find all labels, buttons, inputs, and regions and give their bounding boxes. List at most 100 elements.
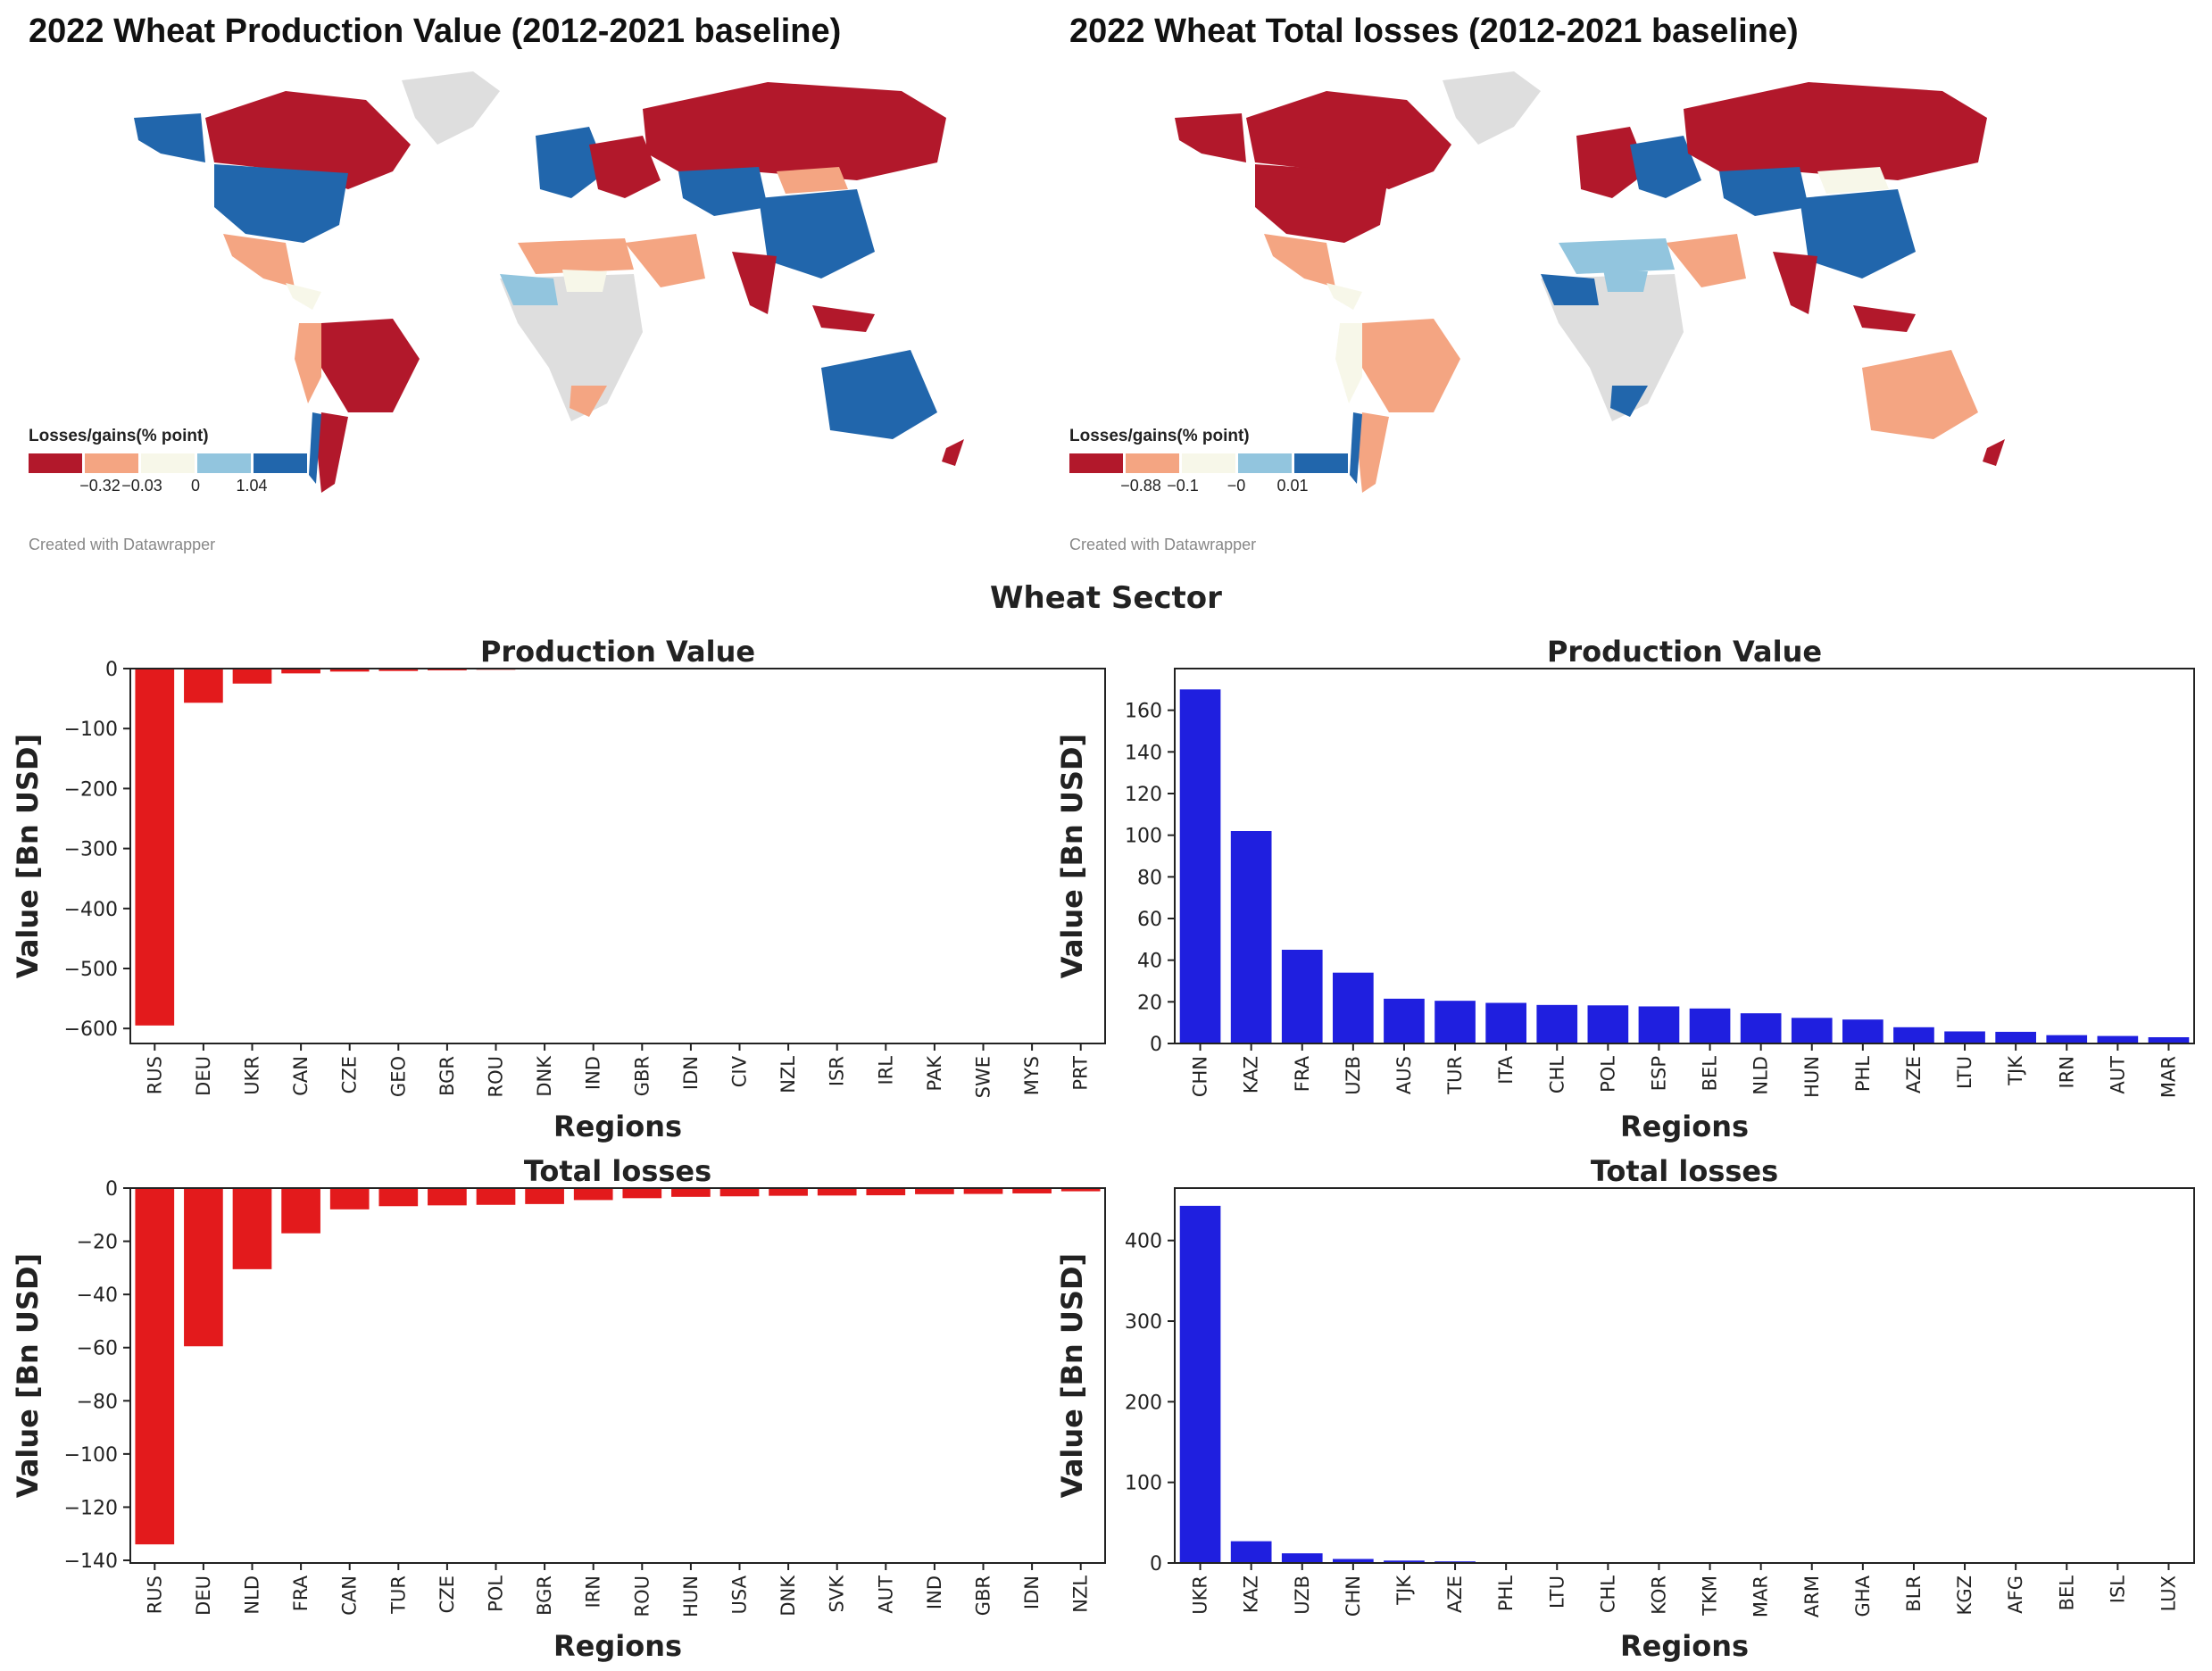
bar-bgr: [525, 1188, 564, 1204]
region-greenland: [1443, 71, 1541, 145]
bar-hun: [1791, 1018, 1833, 1043]
bar-bgr: [428, 669, 467, 671]
region-north-africa: [518, 238, 634, 274]
region-chile: [1350, 412, 1362, 484]
x-tick-label: ITA: [1495, 1055, 1517, 1084]
x-tick-label: KAZ: [1241, 1056, 1262, 1093]
credit-link[interactable]: Created with Datawrapper: [1069, 536, 1257, 553]
x-tick-label: AZE: [1903, 1056, 1925, 1093]
region-south-cone: [317, 412, 348, 493]
region-andes: [295, 323, 321, 403]
y-axis-label: Value [Bn USD]: [1055, 1253, 1089, 1498]
x-tick-label: TKM: [1700, 1575, 1721, 1617]
y-tick-label: −500: [64, 959, 118, 981]
region-central-america: [286, 283, 321, 310]
x-axis-label: Regions: [553, 1629, 682, 1663]
x-tick-label: TUR: [1444, 1056, 1466, 1095]
region-alaska: [134, 113, 205, 162]
region-mexico: [1264, 234, 1335, 287]
region-south-africa: [570, 386, 607, 417]
region-russia: [643, 82, 946, 180]
region-usa: [1255, 164, 1389, 243]
x-tick-label: CHL: [1597, 1575, 1618, 1613]
legend-tick: −0: [1227, 477, 1246, 495]
x-tick-label: UZB: [1292, 1575, 1313, 1615]
region-middle-east: [625, 234, 705, 287]
y-tick-label: 40: [1137, 951, 1162, 973]
y-axis-label: Value [Bn USD]: [11, 734, 45, 978]
bar-ltu: [1944, 1031, 1985, 1043]
region-canada: [205, 91, 411, 189]
x-tick-label: CHN: [1343, 1575, 1364, 1617]
region-africa: [1541, 274, 1684, 421]
y-axis-label: Value [Bn USD]: [11, 1253, 45, 1498]
bar-esp: [1638, 1006, 1680, 1043]
bar-dnk: [769, 1188, 808, 1196]
x-tick-label: IRL: [875, 1056, 896, 1085]
bar-ind: [915, 1188, 954, 1194]
x-tick-label: AZE: [1444, 1575, 1466, 1613]
legend-tick: 1.04: [236, 477, 268, 495]
x-tick-label: IDN: [1021, 1575, 1043, 1609]
x-tick-label: TJK: [1393, 1575, 1415, 1606]
x-tick-label: CAN: [290, 1056, 312, 1096]
x-tick-label: BEL: [1700, 1056, 1721, 1092]
bar-nld: [1740, 1013, 1782, 1043]
y-tick-label: 20: [1137, 992, 1162, 1014]
x-tick-label: TUR: [387, 1575, 409, 1615]
x-tick-label: KAZ: [1241, 1575, 1262, 1613]
bar-fra: [1281, 950, 1323, 1043]
x-tick-label: GEO: [387, 1056, 409, 1097]
region-central-america: [1326, 283, 1362, 310]
bar-gbr: [963, 1188, 1003, 1194]
y-tick-label: 300: [1125, 1311, 1162, 1334]
bar-uzb: [1281, 1553, 1323, 1563]
region-southeast-asia: [812, 305, 875, 332]
x-tick-label: GHA: [1852, 1575, 1874, 1617]
x-tick-label: ESP: [1648, 1056, 1669, 1091]
y-tick-label: 400: [1125, 1231, 1162, 1253]
x-tick-label: AUS: [1393, 1056, 1415, 1094]
legend-title: Losses/gains(% point): [1069, 427, 1250, 445]
x-tick-label: AUT: [2107, 1056, 2128, 1094]
region-brazil: [1362, 319, 1460, 412]
region-alaska: [1175, 113, 1246, 162]
region-china: [1800, 189, 1916, 278]
legend-ticks: −0.32 −0.03 0 1.04: [29, 473, 314, 496]
region-brazil: [321, 319, 420, 412]
x-tick-label: MAR: [1750, 1575, 1772, 1617]
x-tick-label: DEU: [193, 1575, 214, 1616]
region-greenland: [402, 71, 500, 145]
x-tick-label: BGR: [534, 1575, 555, 1616]
plot-frame: [129, 668, 1106, 1044]
plot-frame: [1174, 1187, 2195, 1564]
x-tick-label: POL: [1597, 1056, 1618, 1093]
legend-swatch: [197, 453, 251, 473]
y-tick-label: 0: [105, 1178, 118, 1201]
chart-title: Total losses: [1591, 1154, 1778, 1188]
bar-uzb: [1333, 972, 1374, 1043]
x-tick-label: NZL: [778, 1056, 799, 1093]
credit-link[interactable]: Created with Datawrapper: [29, 536, 216, 553]
region-sahel: [562, 270, 607, 292]
x-tick-label: PHL: [1852, 1056, 1874, 1092]
x-tick-label: LTU: [1954, 1056, 1975, 1089]
x-tick-label: GBR: [973, 1575, 994, 1616]
x-tick-label: HUN: [1801, 1056, 1823, 1098]
bar-can: [281, 669, 320, 674]
bar-chl: [1536, 1004, 1578, 1043]
bar-ukr: [232, 669, 272, 684]
map-panel-production-value: 2022 Wheat Production Value (2012-2021 b…: [0, 0, 1035, 571]
bar-aut: [2097, 1035, 2139, 1043]
x-tick-label: CHN: [1190, 1056, 1211, 1097]
bar-pol: [1587, 1005, 1629, 1043]
region-mexico: [223, 234, 295, 287]
x-tick-label: IDN: [680, 1056, 702, 1090]
plot-frame: [129, 1187, 1106, 1564]
plot-frame: [1174, 668, 2195, 1044]
map-title: 2022 Wheat Production Value (2012-2021 b…: [29, 12, 842, 50]
bar-mar: [2148, 1037, 2190, 1043]
y-axis-label: Value [Bn USD]: [1055, 734, 1089, 978]
region-andes: [1335, 323, 1362, 403]
x-axis-label: Regions: [553, 1110, 682, 1143]
